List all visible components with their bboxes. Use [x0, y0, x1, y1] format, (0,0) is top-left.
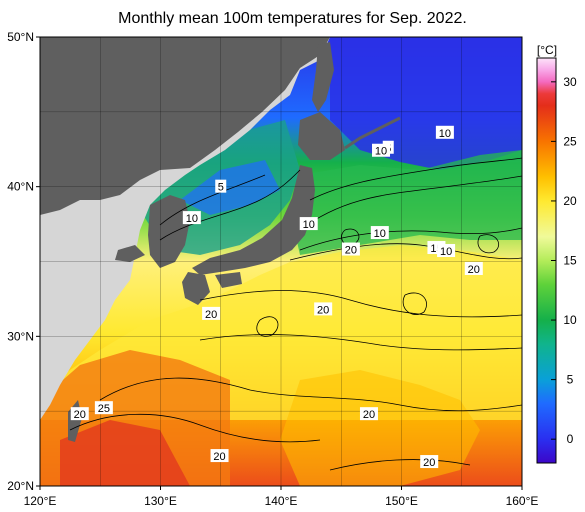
contour-label: 10	[182, 211, 201, 225]
contour-label-box	[182, 211, 201, 225]
contour-label: 20	[70, 407, 89, 421]
hokkaido	[298, 112, 345, 160]
contour-label-box	[202, 306, 221, 320]
contour-label-text: 25	[98, 403, 110, 415]
contour-label: 20	[464, 261, 483, 276]
contour-label-box	[210, 449, 229, 463]
contour-label-box	[94, 401, 113, 415]
contour-label-box	[359, 407, 378, 421]
contour-label-text: 10	[303, 219, 315, 231]
lon-label: 120°E	[24, 494, 57, 508]
lon-label: 140°E	[265, 494, 298, 508]
sakhalin	[312, 42, 334, 112]
contour-label: 20	[314, 302, 333, 316]
lat-label: 20°N	[7, 479, 34, 493]
honshu	[192, 165, 315, 275]
contour-label-text: 20	[213, 451, 225, 463]
contour-label-box	[435, 125, 454, 139]
contour-label: 20	[210, 449, 229, 463]
contour-label-text: 20	[205, 309, 217, 321]
cold-core	[180, 160, 280, 215]
graticule	[40, 37, 522, 486]
lat-label: 30°N	[7, 329, 34, 343]
contour-label-box	[437, 244, 456, 258]
colorbar-tick-label: 10	[563, 313, 577, 327]
contour-label: 10	[435, 125, 454, 140]
colorbar-tick-label: 0	[567, 432, 574, 446]
colorbar-unit: [°C]	[537, 43, 557, 57]
contour-label-text: 20	[317, 304, 329, 316]
lon-label: 150°E	[385, 494, 418, 508]
contour-label-text: 20	[468, 264, 480, 276]
colorbar-tick-label: 25	[563, 134, 577, 148]
kuril-islands	[344, 116, 401, 150]
contour-label-box	[70, 407, 89, 421]
contour-label: 20	[202, 306, 221, 321]
shikoku	[215, 272, 242, 288]
transition-waters	[290, 150, 522, 255]
contour-label: 5	[215, 179, 227, 194]
colorbar-tick-label: 5	[567, 373, 574, 387]
contour-label-box	[372, 143, 391, 157]
contour-label-box	[464, 261, 483, 275]
manchuria-land	[40, 37, 330, 215]
contour-label-text: 20	[423, 457, 435, 469]
subarctic-waters	[330, 37, 522, 170]
contour-label-box	[420, 455, 439, 469]
colorbar-tick-label: 30	[563, 75, 577, 89]
contour-label-text: 20	[363, 409, 375, 421]
contour-label: 10	[370, 226, 389, 240]
kyushu	[182, 272, 210, 305]
contour-label: 10	[372, 143, 391, 158]
lon-label: 130°E	[144, 494, 177, 508]
contour-label-box	[314, 302, 333, 316]
contour-label-text: 5	[218, 182, 224, 194]
contour-label: 10	[437, 244, 456, 258]
contour-label-box	[370, 226, 389, 240]
colorbar-tick-label: 20	[563, 194, 577, 208]
warmest-waters	[60, 420, 190, 486]
contour-label-text: 10	[186, 213, 198, 225]
axis-labels: 120°E 130°E 140°E 150°E 160°E 20°N 30°N 40°N 50°…	[7, 30, 538, 508]
colorbar-tick-label: 15	[563, 254, 577, 268]
lon-label: 160°E	[506, 494, 539, 508]
contour-label-text: 10	[374, 228, 386, 240]
contour-labels: 5510101010101510202020202020202025	[70, 125, 483, 469]
contour-label-text: 10	[375, 146, 387, 158]
contour-label-text: 10	[439, 128, 451, 140]
colorbar: [°C] 0 5 10 15 20 25 30	[536, 43, 577, 464]
contour-label-text: 20	[74, 409, 86, 421]
contour-label: 20	[341, 242, 360, 257]
korean-peninsula	[148, 195, 190, 268]
contour-label: 10	[299, 217, 318, 231]
map-title: Monthly mean 100m temperatures for Sep. …	[118, 10, 467, 27]
contour-label-text: 10	[440, 246, 452, 258]
contour-label-box	[299, 217, 318, 231]
contour-label-text: 20	[345, 245, 357, 257]
shandong-peninsula	[115, 245, 145, 262]
contour-label-box	[341, 242, 360, 256]
isotherms	[69, 157, 522, 471]
contour-label: 20	[359, 407, 378, 421]
lat-label: 50°N	[7, 30, 34, 44]
contour-label: 20	[420, 455, 439, 469]
lat-label: 40°N	[7, 180, 34, 194]
contour-label-box	[215, 179, 227, 193]
contour-label: 25	[94, 401, 113, 415]
